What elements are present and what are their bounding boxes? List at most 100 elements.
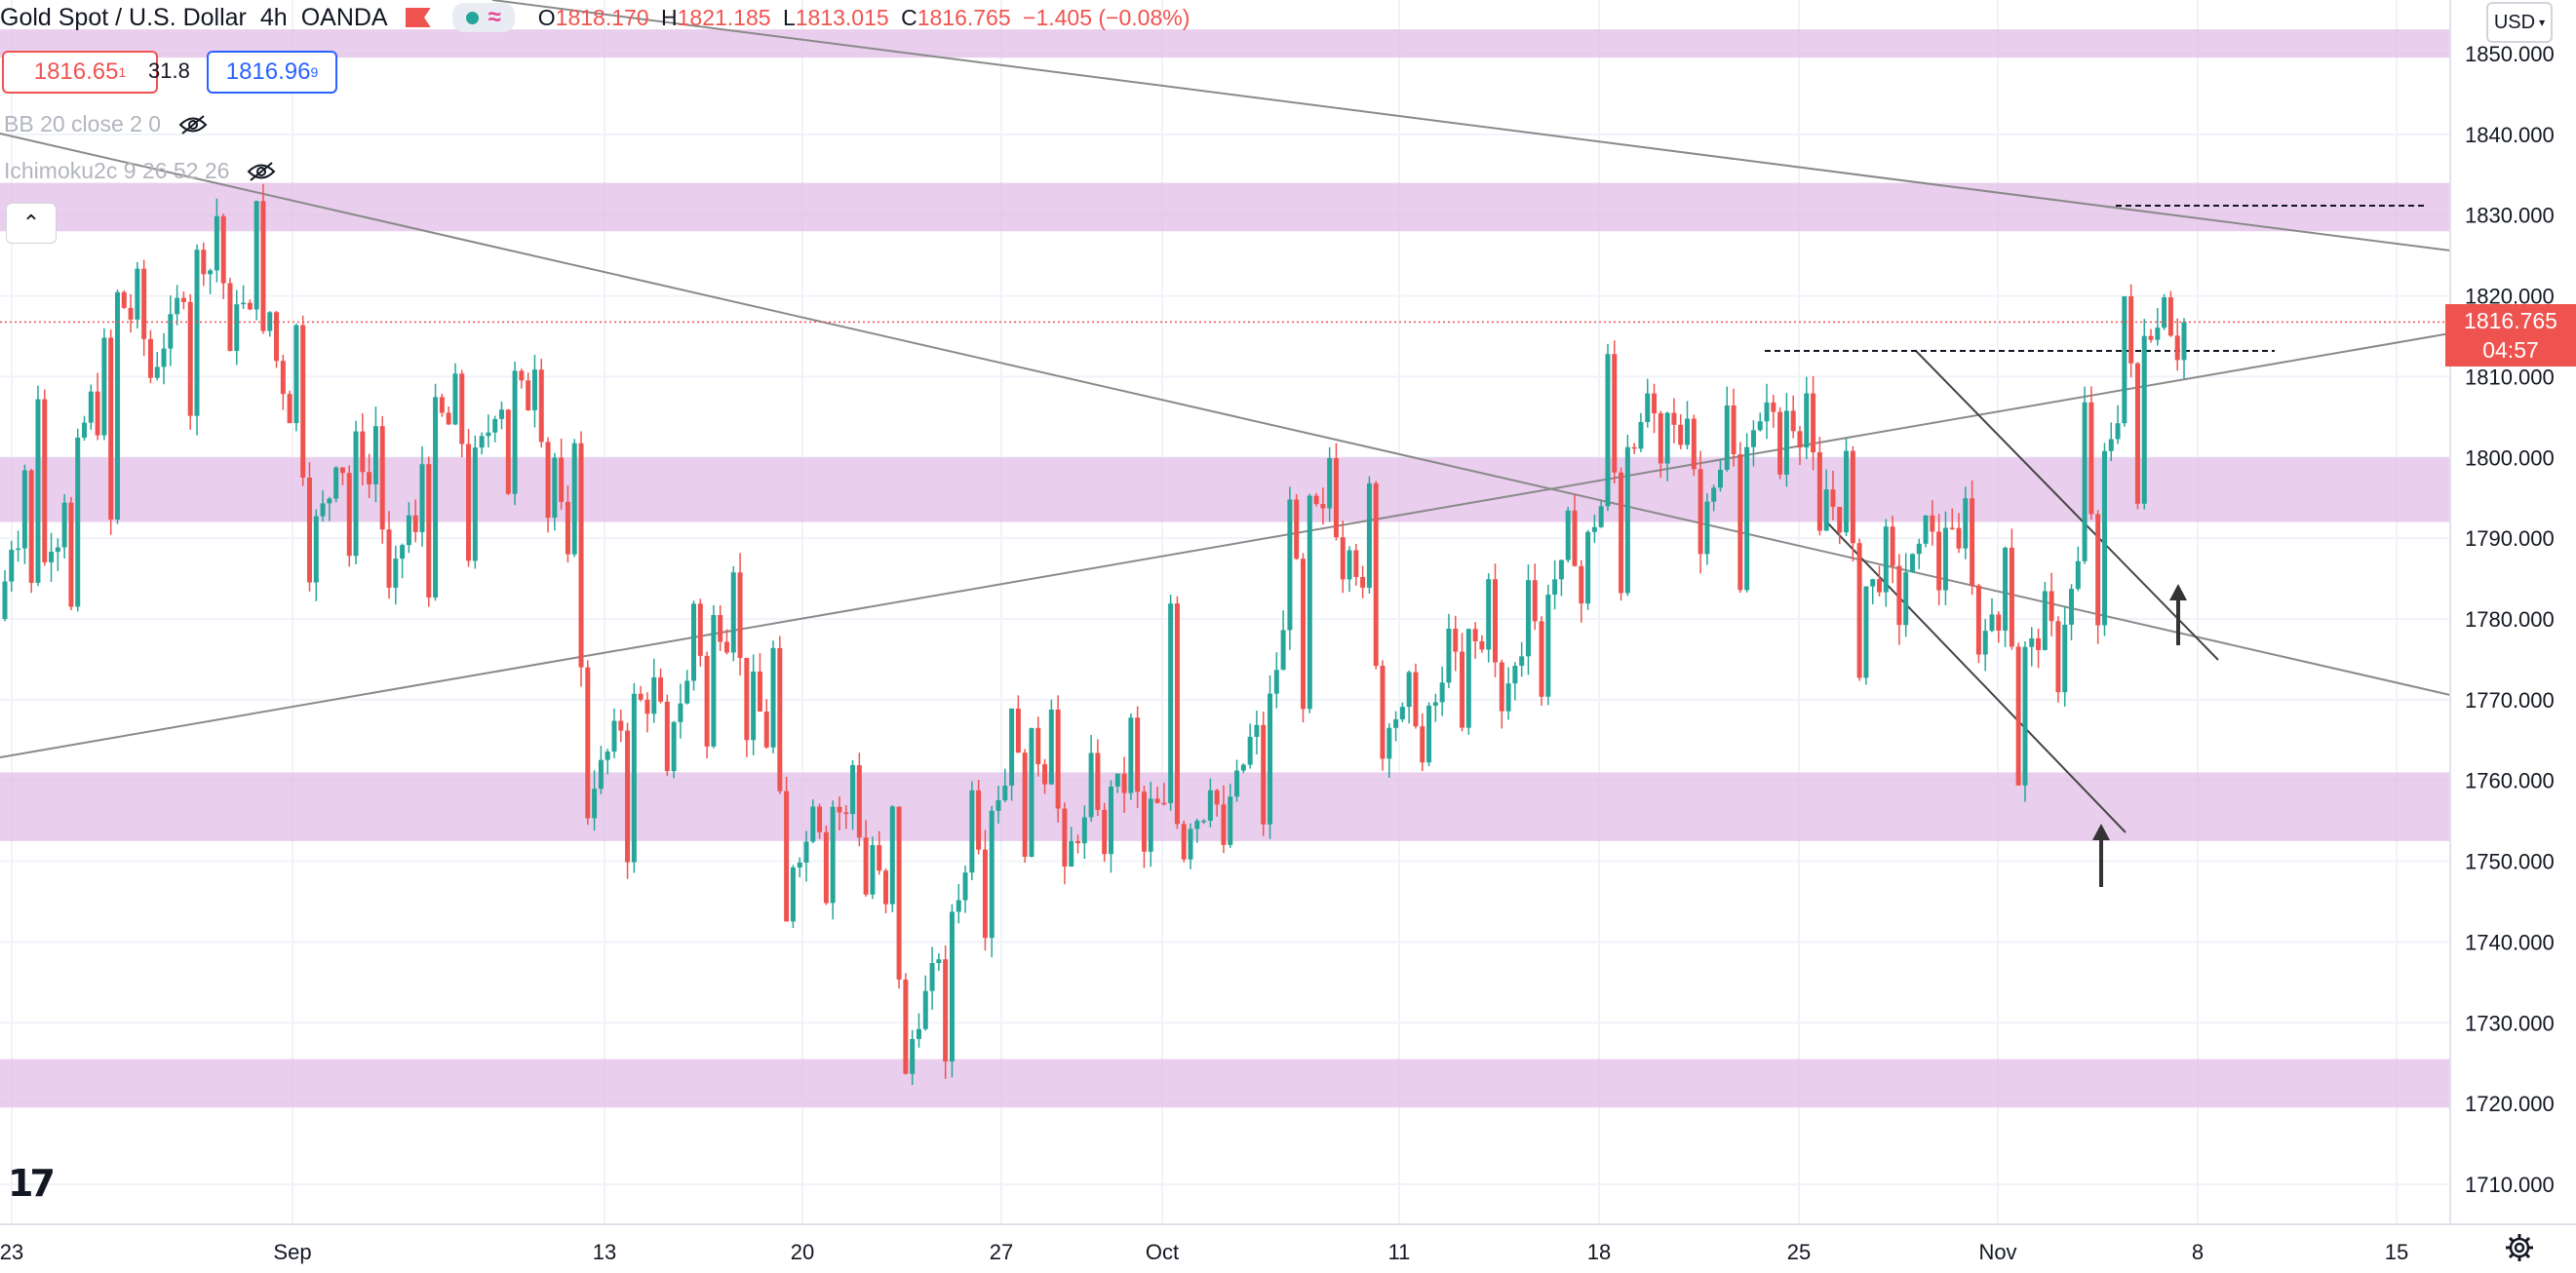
- candle: [61, 493, 67, 559]
- collapse-legend-button[interactable]: ⌃: [6, 203, 57, 244]
- candle: [479, 432, 485, 455]
- indicator-ichimoku[interactable]: Ichimoku2c 9 26 52 26: [4, 158, 276, 184]
- candle: [313, 509, 319, 601]
- candle: [1148, 782, 1153, 868]
- x-tick-label: 20: [791, 1240, 814, 1264]
- eye-hidden-icon[interactable]: [178, 114, 208, 135]
- candle: [1816, 437, 1822, 536]
- candle: [1970, 480, 1975, 596]
- interval-label[interactable]: 4h: [259, 3, 288, 31]
- ohlc-values: O1818.170 H1821.185 L1813.015 C1816.765 …: [537, 4, 1190, 30]
- arrow-up-1: [2092, 824, 2110, 887]
- candle: [578, 431, 584, 687]
- candle: [1963, 486, 1969, 559]
- candle: [1015, 695, 1021, 753]
- candle: [241, 285, 247, 309]
- candle: [1909, 553, 1915, 573]
- candle: [208, 268, 214, 294]
- candle: [28, 468, 34, 594]
- candle: [962, 865, 968, 913]
- candle: [1141, 786, 1147, 868]
- candle: [1081, 805, 1087, 860]
- candle: [1042, 758, 1048, 794]
- currency-selector[interactable]: USD ▾: [2486, 2, 2553, 43]
- candle: [1539, 616, 1544, 707]
- candle: [1525, 564, 1531, 675]
- tradingview-logo-icon[interactable]: 17: [8, 1162, 56, 1205]
- candle: [95, 372, 100, 441]
- chevron-down-icon: ▾: [2539, 16, 2546, 29]
- candle: [227, 278, 233, 352]
- candle: [1029, 727, 1034, 858]
- candle: [287, 390, 293, 424]
- candle: [2155, 307, 2161, 346]
- candle: [201, 242, 207, 287]
- candle: [1128, 713, 1134, 800]
- candle: [1870, 578, 1876, 604]
- candle: [784, 777, 790, 922]
- candle: [1804, 376, 1810, 460]
- candle: [2148, 328, 2154, 343]
- gear-icon[interactable]: [2504, 1232, 2535, 1263]
- candle: [631, 682, 637, 873]
- candle: [1923, 515, 1929, 548]
- candle: [1532, 563, 1538, 631]
- candle: [1790, 395, 1796, 439]
- candle: [850, 759, 856, 830]
- candle: [1777, 406, 1783, 480]
- candle: [1234, 759, 1240, 802]
- x-tick-label: 23: [0, 1240, 23, 1264]
- candle: [1750, 420, 1756, 467]
- x-tick-label: 11: [1388, 1240, 1411, 1264]
- candle: [1439, 666, 1445, 716]
- candle: [856, 752, 862, 847]
- candle: [1704, 493, 1710, 565]
- candle: [1989, 598, 1995, 633]
- candle: [108, 329, 114, 535]
- candle: [1717, 459, 1723, 492]
- candle: [1652, 383, 1658, 434]
- eye-hidden-icon[interactable]: [247, 161, 276, 182]
- y-tick-label: 1740.000: [2465, 930, 2555, 954]
- buy-button[interactable]: 1816.96 9: [207, 51, 337, 94]
- candle: [1273, 652, 1279, 709]
- candle: [1268, 675, 1273, 839]
- candle: [552, 452, 558, 531]
- candle: [49, 532, 55, 582]
- indicator-bb[interactable]: BB 20 close 2 0: [4, 111, 208, 137]
- candle: [247, 299, 253, 311]
- candle: [1956, 513, 1962, 554]
- y-tick-label: 1790.000: [2465, 526, 2555, 551]
- candle: [1088, 734, 1094, 823]
- price-axis[interactable]: 1850.0001840.0001830.0001820.0001810.000…: [2449, 0, 2576, 1224]
- candle: [1823, 469, 1829, 531]
- market-status-pill[interactable]: ≈: [451, 3, 515, 32]
- wave-icon: ≈: [488, 4, 501, 30]
- time-axis[interactable]: 23 Sep 13 20 27 Oct 11 18 25 Nov 8 15: [0, 1223, 2576, 1273]
- candle: [1465, 628, 1471, 735]
- candle: [1645, 378, 1651, 428]
- open-value: 1818.170: [555, 4, 649, 30]
- candle: [439, 393, 445, 417]
- candle: [260, 183, 266, 334]
- candle: [916, 1013, 921, 1048]
- candle: [2003, 546, 2009, 647]
- candle: [922, 975, 928, 1031]
- x-tick-label: 8: [2192, 1240, 2204, 1264]
- flag-icon[interactable]: [406, 8, 431, 27]
- candle: [1492, 563, 1498, 677]
- candle: [896, 806, 902, 989]
- sell-button[interactable]: 1816.65 1: [2, 51, 158, 94]
- symbol-title[interactable]: Gold Spot / U.S. Dollar: [0, 3, 247, 31]
- candle: [141, 259, 147, 357]
- candle: [1366, 476, 1372, 594]
- candle: [1877, 565, 1883, 597]
- candle: [1612, 340, 1618, 484]
- candle: [638, 685, 644, 702]
- candle: [1505, 667, 1511, 720]
- candle: [1102, 802, 1108, 863]
- y-tick-label: 1710.000: [2465, 1173, 2555, 1197]
- candle: [545, 437, 551, 533]
- candle: [1194, 818, 1200, 843]
